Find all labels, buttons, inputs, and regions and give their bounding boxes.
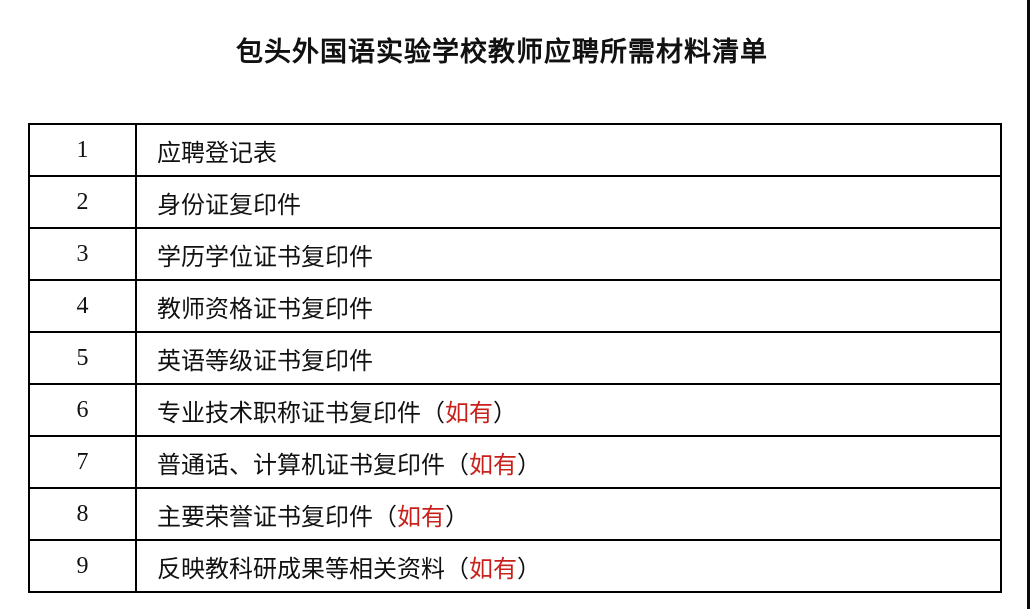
note-paren-open: （	[373, 504, 397, 531]
note-paren-close: ）	[517, 556, 541, 583]
note-paren-open: （	[445, 452, 469, 479]
note-paren-open: （	[445, 556, 469, 583]
table-row: 3 学历学位证书复印件	[28, 227, 1002, 281]
note-paren-close: ）	[493, 400, 517, 427]
row-number: 4	[28, 279, 137, 333]
row-number: 3	[28, 227, 137, 281]
row-number: 1	[28, 123, 137, 177]
note-paren-close: ）	[445, 504, 469, 531]
materials-table: 1 应聘登记表 2 身份证复印件 3 学历学位证书复印件 4 教师资格证书复印件…	[28, 123, 1002, 593]
table-row: 4 教师资格证书复印件	[28, 279, 1002, 333]
material-name: 教师资格证书复印件	[157, 296, 373, 323]
note-text: 如有	[397, 504, 445, 531]
table-row: 2 身份证复印件	[28, 175, 1002, 229]
table-row: 6 专业技术职称证书复印件（如有）	[28, 383, 1002, 437]
note-paren-open: （	[421, 400, 445, 427]
material-name: 应聘登记表	[157, 140, 277, 167]
material-name: 主要荣誉证书复印件	[157, 504, 373, 531]
page-title: 包头外国语实验学校教师应聘所需材料清单	[236, 37, 768, 67]
note-paren-close: ）	[517, 452, 541, 479]
row-number: 8	[28, 487, 137, 541]
row-number: 9	[28, 539, 137, 593]
note-text: 如有	[469, 556, 517, 583]
row-number: 7	[28, 435, 137, 489]
material-name: 反映教科研成果等相关资料	[157, 556, 445, 583]
material-name: 英语等级证书复印件	[157, 348, 373, 375]
material-name: 学历学位证书复印件	[157, 244, 373, 271]
note-text: 如有	[445, 400, 493, 427]
right-edge-line	[1027, 0, 1030, 609]
materials-table-body: 1 应聘登记表 2 身份证复印件 3 学历学位证书复印件 4 教师资格证书复印件…	[28, 123, 1002, 593]
note-text: 如有	[469, 452, 517, 479]
table-row: 9 反映教科研成果等相关资料（如有）	[28, 539, 1002, 593]
table-row: 1 应聘登记表	[28, 123, 1002, 177]
material-name: 普通话、计算机证书复印件	[157, 452, 445, 479]
material-name: 专业技术职称证书复印件	[157, 400, 421, 427]
row-number: 6	[28, 383, 137, 437]
table-row: 7 普通话、计算机证书复印件（如有）	[28, 435, 1002, 489]
table-row: 5 英语等级证书复印件	[28, 331, 1002, 385]
table-row: 8 主要荣誉证书复印件（如有）	[28, 487, 1002, 541]
row-number: 2	[28, 175, 137, 229]
material-name: 身份证复印件	[157, 192, 301, 219]
row-number: 5	[28, 331, 137, 385]
